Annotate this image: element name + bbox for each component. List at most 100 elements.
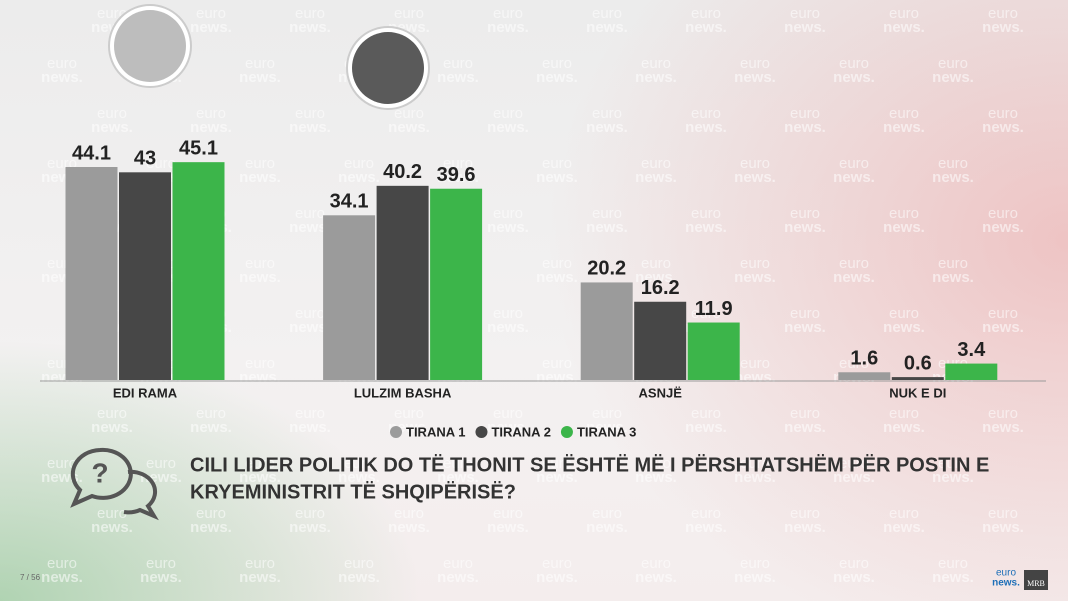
watermark: euro [839, 155, 869, 172]
watermark: euro [691, 305, 721, 322]
bar [376, 185, 429, 380]
watermark: euro [344, 555, 374, 572]
watermark: news. [784, 419, 826, 436]
watermark: euro [542, 555, 572, 572]
watermark: euro [592, 405, 622, 422]
bar [119, 172, 171, 380]
watermark: news. [239, 369, 281, 386]
watermark: euro [394, 505, 424, 522]
watermark: euro [196, 405, 226, 422]
watermark: euro [691, 405, 721, 422]
question: CILI LIDER POLITIK DO TË THONIT SE ËSHTË… [190, 453, 989, 476]
watermark: euro [394, 105, 424, 122]
watermark: news. [239, 269, 281, 286]
svg-text:?: ? [91, 457, 108, 488]
watermark: euro [839, 255, 869, 272]
watermark: news. [734, 369, 776, 386]
legend-label: TIRANA 1 [406, 424, 465, 439]
watermark: euro [740, 455, 770, 472]
watermark: euro [344, 155, 374, 172]
watermark: news. [487, 219, 529, 236]
watermark: euro [196, 105, 226, 122]
watermark: euro [938, 255, 968, 272]
watermark: euro [295, 405, 325, 422]
watermark: news. [685, 19, 727, 36]
watermark: euro [790, 505, 820, 522]
watermark: euro [988, 105, 1018, 122]
watermark: euro [493, 205, 523, 222]
watermark: news. [487, 519, 529, 536]
watermark: news. [635, 169, 677, 186]
watermark: news. [91, 519, 133, 536]
watermark: euro [493, 105, 523, 122]
watermark: news. [734, 69, 776, 86]
watermark: euro [839, 55, 869, 72]
watermark: euro [592, 105, 622, 122]
watermark: euro [245, 55, 275, 72]
watermark: news. [536, 369, 578, 386]
watermark: news. [932, 169, 974, 186]
watermark: news. [239, 469, 281, 486]
watermark: news. [190, 119, 232, 136]
watermark: euro [47, 55, 77, 72]
watermark: euro [839, 455, 869, 472]
watermark: news. [536, 469, 578, 486]
bar [634, 301, 687, 380]
watermark: news. [833, 169, 875, 186]
watermark: euro [938, 155, 968, 172]
watermark: news. [536, 569, 578, 586]
watermark: euro [295, 105, 325, 122]
watermark: news. [487, 119, 529, 136]
watermark: euro [740, 255, 770, 272]
data-label: 1.6 [850, 348, 878, 370]
watermark: news. [982, 219, 1024, 236]
watermark: euro [988, 405, 1018, 422]
watermark: euro [790, 305, 820, 322]
watermark: euro [938, 455, 968, 472]
watermark: euro [443, 455, 473, 472]
watermark: news. [536, 69, 578, 86]
watermark: euro [740, 355, 770, 372]
watermark: news. [536, 269, 578, 286]
watermark: euro [493, 405, 523, 422]
watermark: news. [982, 19, 1024, 36]
watermark: news. [932, 569, 974, 586]
watermark: news. [734, 169, 776, 186]
watermark: euro [938, 55, 968, 72]
watermark: news. [586, 519, 628, 536]
legend-label: TIRANA 3 [577, 424, 636, 439]
watermark: news. [685, 119, 727, 136]
bar [891, 377, 944, 380]
legend-label: TIRANA 2 [491, 424, 550, 439]
watermark: news. [685, 519, 727, 536]
watermark: news. [685, 219, 727, 236]
watermark: euro [146, 155, 176, 172]
watermark: euro [542, 255, 572, 272]
watermark: news. [635, 569, 677, 586]
watermark: news. [635, 69, 677, 86]
bar [687, 322, 740, 380]
watermark: euro [47, 455, 77, 472]
watermark: euro [542, 455, 572, 472]
watermark: news. [190, 19, 232, 36]
watermark: news. [239, 169, 281, 186]
watermark: euro [295, 5, 325, 22]
logo-text: euro [996, 568, 1016, 579]
data-label: 11.9 [695, 298, 733, 320]
watermark: news. [487, 19, 529, 36]
data-label: 40.2 [383, 161, 422, 183]
watermark: news. [41, 69, 83, 86]
watermark: euro [790, 205, 820, 222]
watermark: euro [889, 105, 919, 122]
watermark: euro [592, 5, 622, 22]
watermark: euro [245, 555, 275, 572]
photo [352, 32, 424, 104]
watermark: news. [239, 569, 281, 586]
x-tick-label: EDI RAMA [113, 385, 178, 400]
watermark: euro [740, 155, 770, 172]
watermark: euro [295, 305, 325, 322]
watermark: news. [784, 519, 826, 536]
bar [430, 188, 483, 380]
page-number: 7 / 56 [20, 573, 41, 582]
